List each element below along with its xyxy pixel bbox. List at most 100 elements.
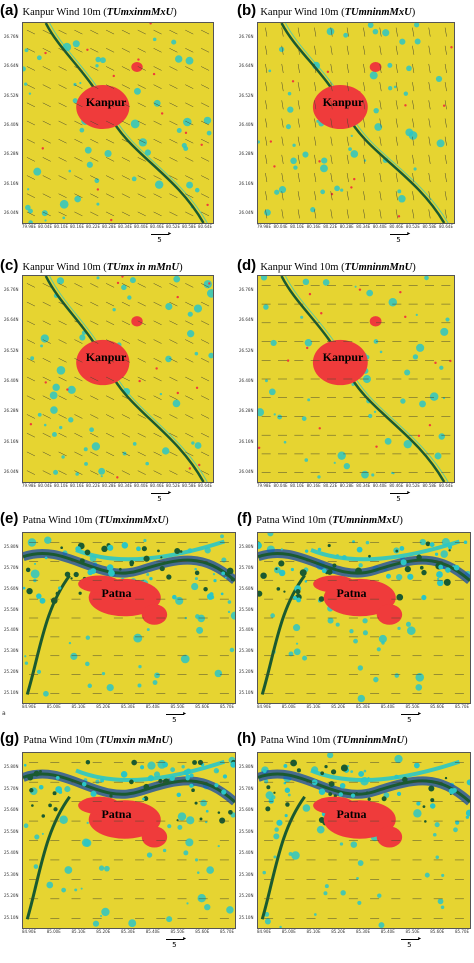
panel-title: (h) Patna Wind 10m (TUmninmMnU) [237, 730, 474, 750]
wind-vector [428, 191, 431, 201]
panel-d: (d) Kanpur Wind 10m (TUmninmMnU) Kanpur 26… [237, 255, 474, 503]
wind-vector [74, 66, 83, 71]
reference-arrow-line [390, 234, 409, 235]
wind-vector [444, 209, 447, 219]
wind-vector [105, 376, 115, 382]
map-canvas [23, 23, 212, 223]
wind-vector [169, 283, 178, 288]
x-tick-label: 84.90E [22, 929, 36, 934]
wind-vector [105, 358, 115, 363]
map-canvas [23, 534, 235, 697]
arrow-head-icon: ▸ [418, 711, 422, 717]
title-model: TUmx in mMnU [106, 262, 180, 273]
wind-vector [42, 157, 51, 162]
wind-vector [444, 136, 447, 146]
x-tick-label: 80.46E [389, 224, 404, 229]
wind-vector [90, 102, 99, 108]
wind-vector [121, 451, 131, 457]
wind-vector [314, 45, 317, 55]
title-letter: (b) [237, 2, 261, 19]
wind-vector [105, 451, 115, 457]
x-tick-label: 85.70E [220, 704, 234, 709]
wind-vector [90, 376, 99, 382]
wind-vector [74, 451, 83, 457]
wind-vector [42, 48, 51, 53]
wind-vector [42, 211, 51, 217]
wind-vector [42, 451, 51, 457]
wind-vector [153, 157, 162, 162]
land-cover-map: Patna [22, 532, 236, 704]
x-tick-label: 85.00E [281, 704, 296, 709]
y-tick-label: 26.16N [239, 438, 254, 444]
wind-vector [26, 48, 36, 53]
wind-vector [363, 45, 366, 55]
wind-vector [137, 376, 146, 382]
wind-vector [74, 414, 83, 419]
x-tick-label: 80.46E [150, 483, 164, 488]
wind-vector [58, 451, 67, 457]
title-model: TUmxinmMxU [106, 7, 174, 18]
y-tick-label: 26.64N [239, 317, 254, 323]
wind-vector [153, 48, 162, 53]
wind-vector [137, 414, 146, 419]
wind-vector [42, 358, 51, 363]
wind-vector [121, 283, 131, 288]
title-title-pre: Patna Wind 10m ( [260, 735, 337, 746]
wind-vector [265, 191, 268, 201]
y-tick-label: 26.28N [4, 151, 19, 157]
wind-vector [90, 320, 99, 326]
wind-vector [169, 211, 178, 217]
wind-vector [169, 395, 178, 400]
wind-vector [330, 45, 333, 55]
wind-vector [169, 301, 178, 307]
y-tick-label: 25.80N [4, 544, 19, 549]
wind-vector [105, 120, 115, 126]
panel-b: (b) Kanpur Wind 10m (TUmninmMxU) Kanpur 26… [237, 0, 474, 244]
reference-vector: ▸ 5 [166, 711, 192, 724]
wind-vector [185, 339, 194, 344]
wind-vector [137, 358, 146, 363]
wind-vector [281, 82, 284, 92]
wind-vector [330, 27, 333, 37]
y-tick-label: 26.76N [4, 34, 19, 39]
y-tick-label: 25.60N [239, 585, 254, 591]
wind-vector [42, 470, 51, 475]
wind-vector [137, 84, 146, 89]
y-tick-label: 25.70N [239, 564, 254, 570]
wind-vector [297, 45, 300, 55]
x-tick-label: 80.64E [198, 224, 212, 229]
title-letter: (h) [237, 730, 261, 747]
wind-vector [153, 283, 162, 288]
wind-vector [26, 193, 36, 198]
wind-vector [90, 138, 99, 144]
wind-vector [428, 27, 431, 37]
wind-vector [105, 102, 115, 108]
wind-vector [90, 358, 99, 363]
wind-vector [121, 29, 131, 35]
map-canvas [23, 756, 235, 928]
x-tick-label: 79.98E [22, 483, 36, 488]
wind-vector [74, 138, 83, 144]
wind-vector [26, 301, 36, 307]
wind-vector [153, 414, 162, 419]
x-tick-label: 80.58E [182, 483, 196, 488]
wind-vector [185, 301, 194, 307]
wind-vector [105, 193, 115, 198]
wind-vector [297, 27, 300, 37]
wind-vector [58, 84, 67, 89]
wind-vector [185, 66, 194, 71]
x-tick-label: 80.10E [54, 224, 68, 229]
wind-vector [169, 414, 178, 419]
wind-vector [74, 48, 83, 53]
wind-vector [281, 191, 284, 201]
x-tick-label: 85.30E [121, 929, 135, 934]
wind-vector [169, 84, 178, 89]
wind-vector [330, 118, 333, 128]
wind-vector [363, 118, 366, 128]
wind-vector [42, 432, 51, 438]
wind-vector [379, 154, 382, 164]
y-tick-label: 25.30N [4, 648, 19, 654]
wind-vector [281, 154, 284, 164]
x-tick-label: 85.40E [145, 929, 160, 934]
reference-vector: ▸ 5 [390, 490, 416, 503]
